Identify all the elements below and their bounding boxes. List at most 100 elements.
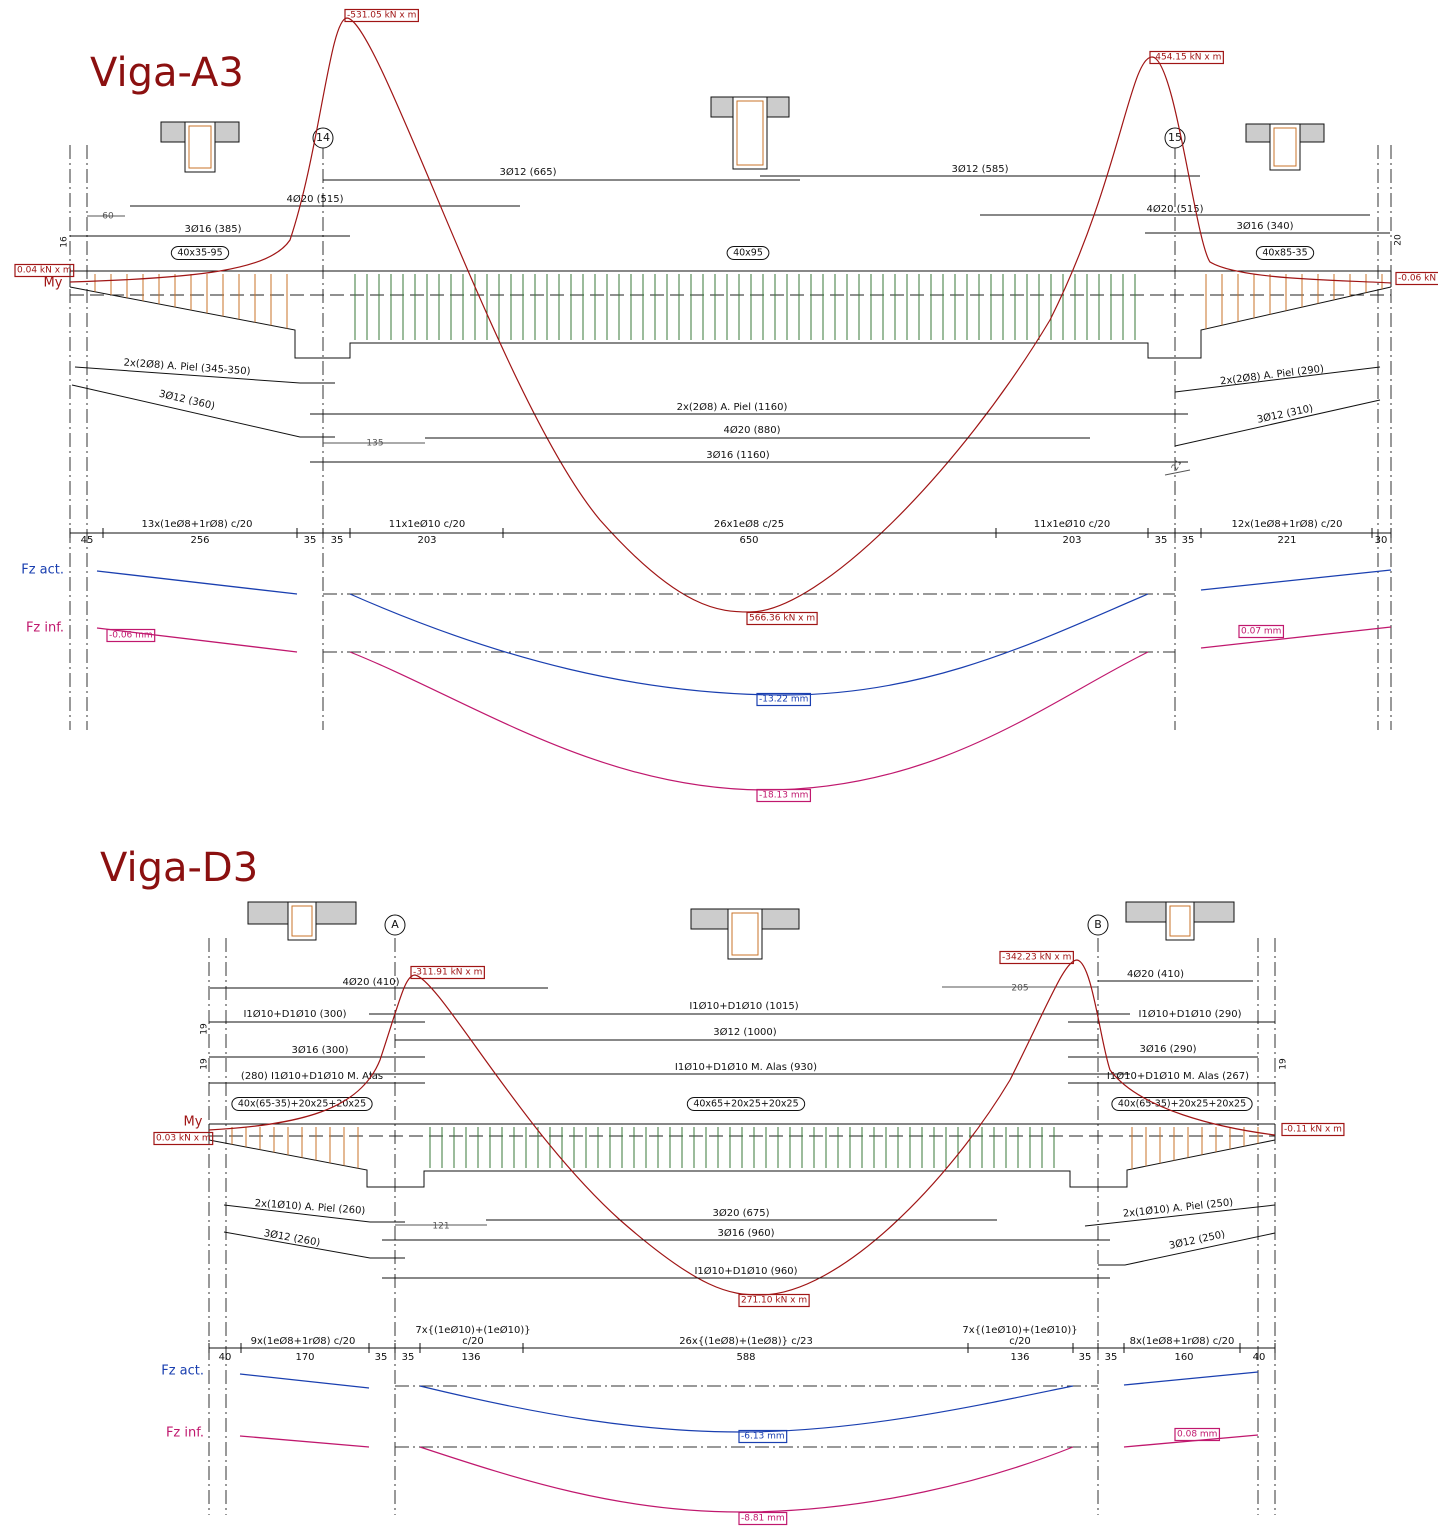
label: 40 [219, 1352, 232, 1363]
value-box-label: 566.36 kN x m [749, 614, 815, 624]
value-box [746, 611, 818, 626]
value-box [1149, 50, 1224, 65]
value-box [410, 965, 485, 980]
label: 19 [200, 1023, 210, 1035]
deflection-line [96, 627, 298, 653]
deflection-curve [349, 593, 1149, 696]
label: 221 [1277, 535, 1296, 546]
label: 35 [402, 1352, 415, 1363]
label: 12x(1eØ8+1rØ8) c/20 [1231, 518, 1342, 530]
deflection-line [96, 570, 298, 595]
axis-label: B [1094, 918, 1102, 931]
label: I1Ø10+D1Ø10 (300) [243, 1008, 346, 1020]
axis-bubble [384, 914, 406, 936]
section-rebar [291, 905, 313, 937]
section-pill [686, 1097, 806, 1111]
deflection-curve [419, 1446, 1074, 1513]
label: 35 [304, 535, 317, 546]
moment-label: My [44, 276, 63, 291]
deflection-line [1123, 1371, 1259, 1386]
label: 2x(2Ø8) A. Piel (345-350) [123, 357, 251, 378]
rebar [223, 1231, 405, 1259]
section-rebar [1169, 905, 1191, 937]
value-box [738, 1429, 788, 1444]
label: 3Ø12 (250) [1168, 1228, 1226, 1252]
label: 170 [295, 1352, 314, 1363]
label: 35 [1182, 535, 1195, 546]
label: 3Ø16 (960) [717, 1227, 774, 1239]
value-box-label: -8.81 mm [741, 1514, 785, 1524]
section-web [287, 901, 317, 941]
section-rebar [731, 912, 759, 956]
label: 19 [1279, 1058, 1289, 1070]
beam-title: Viga-A3 [90, 50, 244, 96]
value-box [738, 1293, 810, 1308]
value-box-label: 0.04 kN x m [17, 266, 72, 276]
label: 136 [461, 1352, 480, 1363]
value-box-label: 0.07 mm [1241, 627, 1281, 637]
label: 650 [739, 535, 758, 546]
value-box [106, 628, 156, 643]
value-box [1238, 624, 1285, 639]
label: 3Ø12 (585) [951, 163, 1008, 175]
beam-title: Viga-D3 [100, 845, 258, 891]
label: (280) I1Ø10+D1Ø10 M. Alas [241, 1070, 383, 1082]
label: 20 [1394, 234, 1404, 246]
moment-label: My [184, 1115, 203, 1130]
section-pill [726, 246, 770, 260]
section-pill [1255, 246, 1315, 260]
deflection-curve [349, 651, 1149, 791]
axis-label: 14 [316, 131, 330, 144]
label: 160 [1174, 1352, 1193, 1363]
label: 7x{(1eØ10)+(1eØ10)} [415, 1324, 530, 1336]
value-box-label: 0.03 kN x m [156, 1134, 211, 1144]
label: I1Ø10+D1Ø10 M. Alas (267) [1107, 1070, 1249, 1082]
section-label: 40x85-35 [1262, 248, 1307, 259]
value-box-label: -454.15 kN x m [1152, 53, 1221, 63]
rebar [1098, 1232, 1276, 1266]
label: 4Ø20 (880) [723, 424, 780, 436]
section-rebar [736, 100, 764, 166]
section-web [1269, 123, 1301, 171]
label: I1Ø10+D1Ø10 (290) [1138, 1008, 1241, 1020]
rebar [1174, 399, 1381, 447]
label: 60 [102, 212, 114, 222]
label: 40 [1253, 1352, 1266, 1363]
value-box-label: 0.08 mm [1177, 1430, 1217, 1440]
deflection-line [239, 1373, 370, 1389]
label: 135 [366, 439, 383, 449]
label: 11x1eØ10 c/20 [389, 518, 466, 530]
section-rebar [1273, 127, 1297, 167]
label: 8x(1eØ8+1rØ8) c/20 [1130, 1335, 1235, 1347]
label: 3Ø12 (360) [158, 388, 216, 413]
deflection-label: Fz inf. [166, 1426, 204, 1441]
label: 21 [1170, 458, 1184, 473]
section-label: 40x(65-35)+20x25+20x25 [1118, 1099, 1246, 1110]
label: 16 [60, 236, 70, 248]
value-box [756, 692, 812, 707]
section-label: 40x95 [733, 248, 763, 259]
label: 203 [1062, 535, 1081, 546]
value-box [1174, 1427, 1221, 1442]
value-box-label: -18.13 mm [759, 791, 808, 801]
label: 4Ø20 (515) [1146, 203, 1203, 215]
label: 30 [1375, 535, 1388, 546]
label: 26x{(1eØ8)+(1eØ8)} c/23 [679, 1335, 813, 1347]
rebar [71, 384, 335, 438]
section-web [184, 121, 216, 173]
label: I1Ø10+D1Ø10 (960) [694, 1265, 797, 1277]
label: 3Ø12 (1000) [713, 1026, 776, 1038]
label: 3Ø16 (385) [184, 223, 241, 235]
value-box-label: 271.10 kN x m [741, 1296, 807, 1306]
label: 7x{(1eØ10)+(1eØ10)} [962, 1324, 1077, 1336]
label: 2x(1Ø10) A. Piel (250) [1122, 1196, 1234, 1220]
section-web [732, 96, 768, 170]
value-box-label: -342.23 kN x m [1002, 953, 1071, 963]
label: 2x(1Ø10) A. Piel (260) [254, 1197, 365, 1217]
label: 13x(1eØ8+1rØ8) c/20 [141, 518, 252, 530]
deflection-line [1200, 626, 1392, 649]
section-pill [170, 246, 230, 260]
label: 588 [736, 1352, 755, 1363]
